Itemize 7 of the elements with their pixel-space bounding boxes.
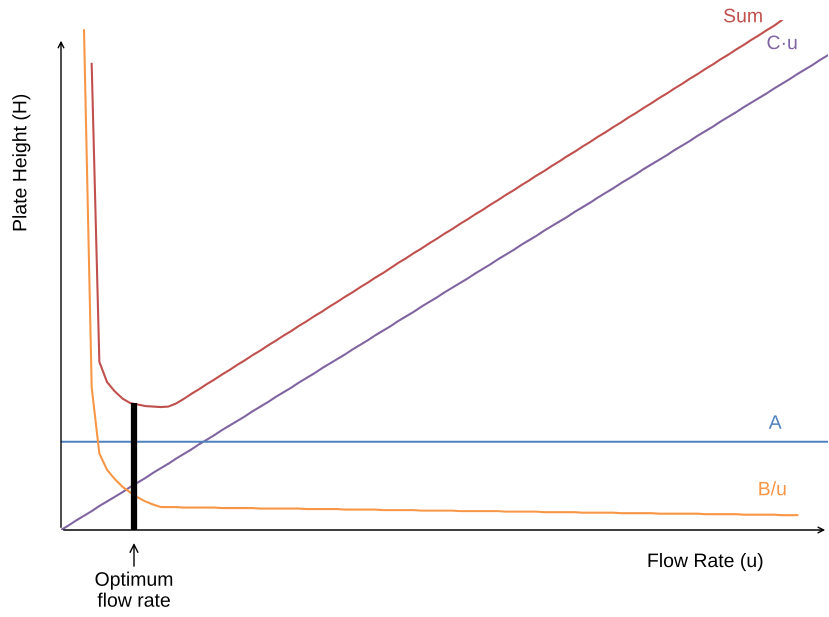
series-label: C·u [767, 36, 797, 50]
series-label: A [768, 415, 782, 429]
text: Optimum flow rate [95, 572, 172, 607]
x-axis-title: Flow Rate (u) [648, 552, 762, 572]
y-axis-title: Plate Height (H) [12, 94, 30, 230]
series-label: Sum [724, 8, 762, 22]
series-label: B/u [759, 481, 786, 496]
